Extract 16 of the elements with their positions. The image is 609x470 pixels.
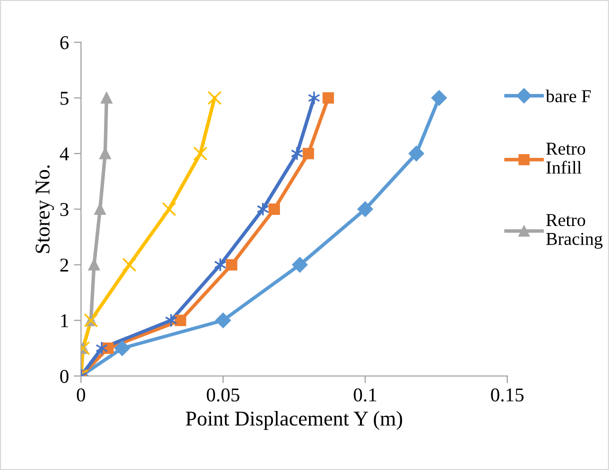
y-axis-title: Storey No. bbox=[36, 165, 54, 253]
legend-label: Retro Infill bbox=[546, 142, 586, 174]
x-axis-title: Point Displacement Y (m) bbox=[186, 410, 402, 430]
y-tick-label: 6 bbox=[60, 36, 69, 50]
y-tick-label: 4 bbox=[60, 147, 69, 160]
x-tick-label: 0.1 bbox=[354, 388, 376, 402]
y-tick-label: 2 bbox=[60, 258, 68, 272]
y-tick-label: 3 bbox=[60, 203, 68, 216]
legend-label: bare F bbox=[546, 90, 591, 102]
x-tick-label: 0 bbox=[76, 388, 86, 402]
y-tick-label: 0 bbox=[60, 370, 68, 383]
x-tick-label: 0.05 bbox=[206, 388, 240, 402]
y-tick-label: 1 bbox=[61, 314, 68, 328]
legend-label: Retro Bracing bbox=[546, 214, 603, 249]
y-tick-label: 5 bbox=[60, 92, 68, 105]
x-tick-label: 0.15 bbox=[491, 388, 524, 402]
